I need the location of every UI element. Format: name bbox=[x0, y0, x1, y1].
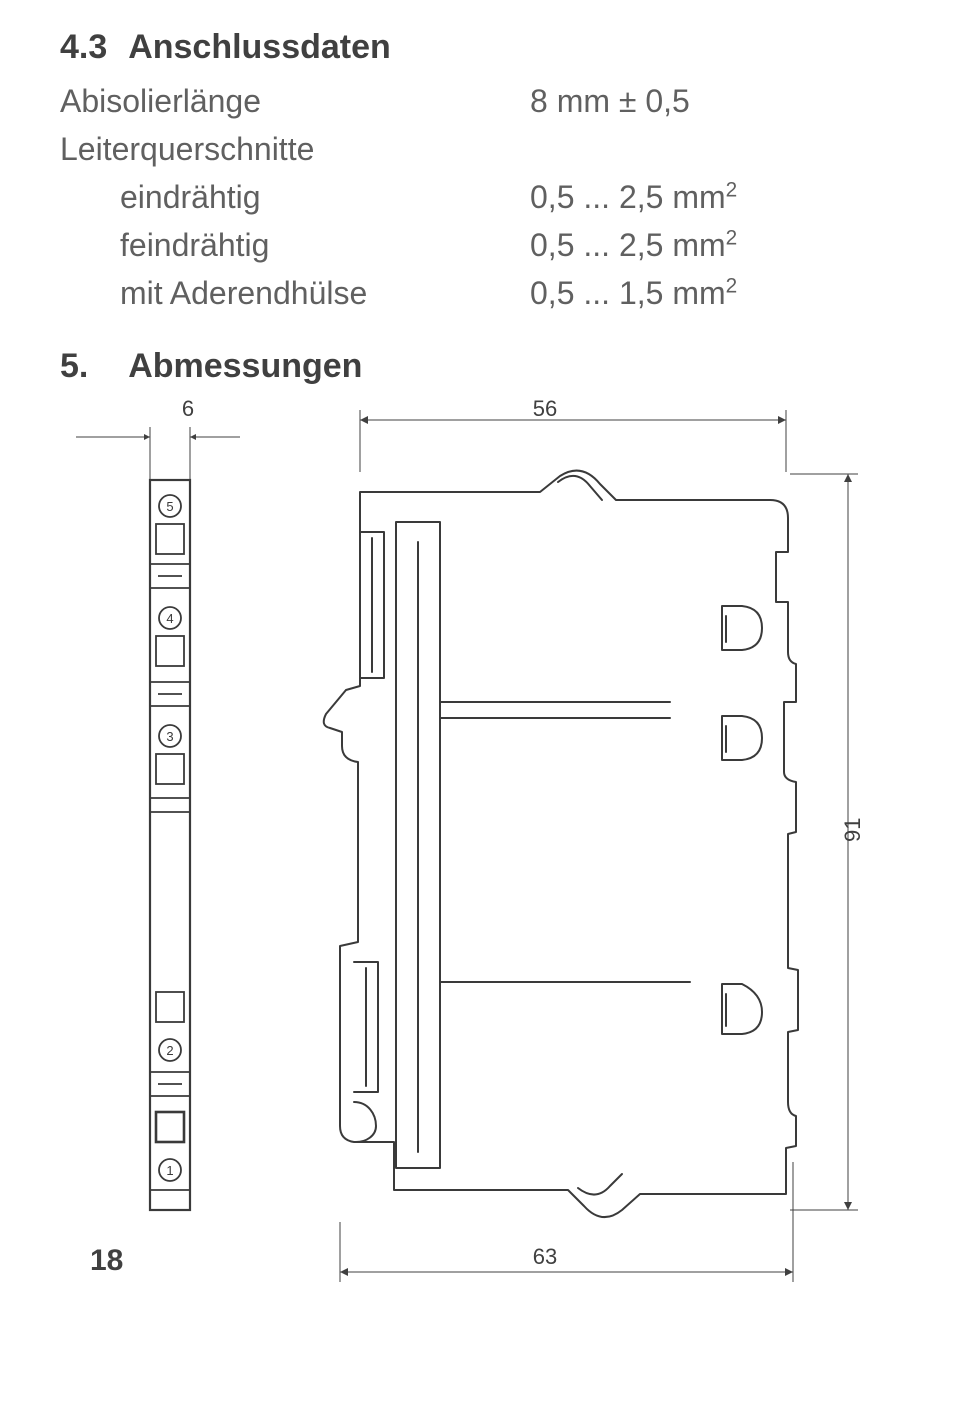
spec-label: Abisolierlänge bbox=[60, 77, 530, 125]
spec-row: mit Aderendhülse 0,5 ... 1,5 mm2 bbox=[60, 269, 894, 317]
side-view-drawing bbox=[290, 402, 910, 1302]
spec-value bbox=[530, 125, 894, 173]
svg-text:4: 4 bbox=[166, 611, 173, 626]
spec-label: feindrähtig bbox=[60, 221, 530, 269]
spec-label: Leiterquerschnitte bbox=[60, 125, 530, 173]
spec-row: eindrähtig 0,5 ... 2,5 mm2 bbox=[60, 173, 894, 221]
spec-row: feindrähtig 0,5 ... 2,5 mm2 bbox=[60, 221, 894, 269]
dimension-drawings: 6 56 63 91 bbox=[60, 402, 894, 1282]
svg-text:1: 1 bbox=[166, 1163, 173, 1178]
svg-text:5: 5 bbox=[166, 499, 173, 514]
section-title: Abmessungen bbox=[128, 347, 362, 385]
spec-label: eindrähtig bbox=[60, 173, 530, 221]
spec-value: 0,5 ... 2,5 mm2 bbox=[530, 221, 894, 269]
section-num: 5. bbox=[60, 347, 120, 386]
section-5-heading: 5. Abmessungen bbox=[60, 347, 894, 386]
spec-label: mit Aderendhülse bbox=[60, 269, 530, 317]
front-view-drawing: 5 4 3 2 1 bbox=[40, 402, 240, 1242]
svg-text:3: 3 bbox=[166, 729, 173, 744]
section-num: 4.3 bbox=[60, 28, 120, 67]
spec-value: 8 mm ± 0,5 bbox=[530, 77, 894, 125]
spec-value: 0,5 ... 1,5 mm2 bbox=[530, 269, 894, 317]
section-title: Anschlussdaten bbox=[128, 28, 391, 66]
spec-row: Abisolierlänge 8 mm ± 0,5 bbox=[60, 77, 894, 125]
section-4-3-heading: 4.3 Anschlussdaten bbox=[60, 28, 894, 67]
svg-text:2: 2 bbox=[166, 1043, 173, 1058]
spec-row: Leiterquerschnitte bbox=[60, 125, 894, 173]
page-number: 18 bbox=[90, 1244, 123, 1278]
connection-spec-list: Abisolierlänge 8 mm ± 0,5 Leiterquerschn… bbox=[60, 77, 894, 317]
spec-value: 0,5 ... 2,5 mm2 bbox=[530, 173, 894, 221]
